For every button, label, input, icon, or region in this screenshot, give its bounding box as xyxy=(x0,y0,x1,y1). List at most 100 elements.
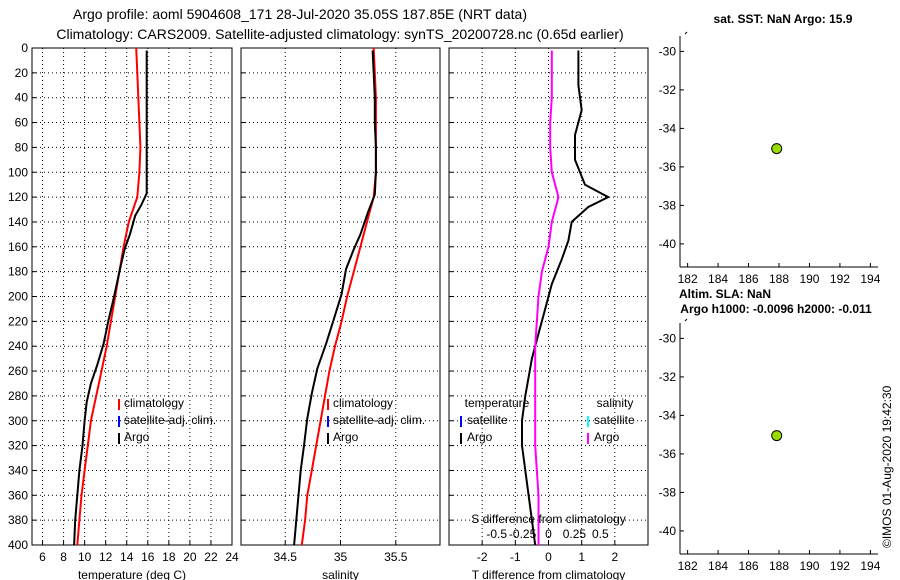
map_sst-xtick-label: 192 xyxy=(830,272,850,286)
temperature-xtick-label: 16 xyxy=(141,550,155,564)
difference-xtick-label: 0 xyxy=(545,550,552,564)
temperature-xtick-label: 6 xyxy=(39,550,46,564)
difference-top-xlabel: S difference from climatology xyxy=(471,512,626,526)
map_sst-corner-mark xyxy=(684,31,688,35)
temperature-xtick-label: 22 xyxy=(204,550,218,564)
salinity-legend-entry: satellite xyxy=(594,413,635,427)
temperature-legend-entry: Argo xyxy=(467,430,493,444)
salinity-xtick-label: 35 xyxy=(334,550,348,564)
map_sst-ytick-label: -38 xyxy=(659,198,677,212)
temperature-legend-entry: Argo xyxy=(124,430,150,444)
depth-tick-label: 340 xyxy=(8,463,28,477)
depth-tick-label: 0 xyxy=(21,41,28,55)
temperature-legend-entry: satellite xyxy=(467,413,508,427)
map_sla-xtick-label: 186 xyxy=(739,559,759,573)
map_sst-xtick-label: 190 xyxy=(799,272,819,286)
difference-series-0 xyxy=(521,50,611,546)
depth-tick-label: 360 xyxy=(8,488,28,502)
difference-xlabel: T difference from climatology xyxy=(472,568,626,580)
temperature-xtick-label: 10 xyxy=(78,550,92,564)
temperature-xtick-label: 8 xyxy=(60,550,67,564)
sst-map-title: sat. SST: NaN Argo: 15.9 xyxy=(714,12,853,26)
map_sla-corner-mark xyxy=(684,318,688,322)
title-line-1: Argo profile: aoml 5904608_171 28-Jul-20… xyxy=(73,6,527,22)
temperature-xtick-label: 20 xyxy=(183,550,197,564)
salinity-legend-title: salinity xyxy=(597,396,634,410)
depth-tick-label: 120 xyxy=(8,190,28,204)
map_sst-xtick-label: 184 xyxy=(708,272,728,286)
plots-layer: 6 8 10 12 14 16 18 20 22 240204060801001201401601… xyxy=(8,12,881,580)
temperature-series-0 xyxy=(76,47,142,546)
depth-tick-label: 240 xyxy=(8,339,28,353)
temperature-xtick-label: 18 xyxy=(162,550,176,564)
depth-tick-label: 60 xyxy=(15,116,29,130)
salinity-legend-entry: climatology xyxy=(333,396,393,410)
map_sla-ytick-label: -32 xyxy=(659,370,677,384)
temperature-legend-entry: satellite-adj. clim. xyxy=(124,413,216,427)
depth-tick-label: 280 xyxy=(8,389,28,403)
temperature-xlabel: temperature (deg C) xyxy=(78,568,186,580)
difference-top-xtick-label: -0.25 xyxy=(509,527,537,541)
salinity-legend-entry: Argo xyxy=(594,430,620,444)
map_sla-ytick-label: -38 xyxy=(659,485,677,499)
depth-tick-label: 140 xyxy=(8,215,28,229)
temperature-xtick-label: 14 xyxy=(120,550,134,564)
depth-tick-label: 20 xyxy=(15,66,29,80)
depth-tick-label: 200 xyxy=(8,290,28,304)
difference-top-xtick-label: 0 xyxy=(545,527,552,541)
depth-tick-label: 80 xyxy=(15,140,29,154)
difference-xtick-label: -2 xyxy=(477,550,488,564)
temperature-legend-entry: climatology xyxy=(124,396,184,410)
salinity-series-1 xyxy=(293,50,377,546)
temperature-xtick-label: 12 xyxy=(99,550,113,564)
depth-tick-label: 100 xyxy=(8,165,28,179)
title-line-2: Climatology: CARS2009. Satellite-adjuste… xyxy=(56,26,623,42)
temperature-series-1 xyxy=(73,50,148,546)
salinity-xtick-label: 34.5 xyxy=(274,550,298,564)
difference-top-xtick-label: 0.5 xyxy=(592,527,609,541)
map_sla-xtick-label: 192 xyxy=(830,559,850,573)
difference-top-xtick-label: 0.25 xyxy=(563,527,587,541)
map_sla-ytick-label: -34 xyxy=(659,408,677,422)
map_sst-xtick-label: 182 xyxy=(678,272,698,286)
map_sla-xtick-label: 194 xyxy=(860,559,880,573)
map_sla-xtick-label: 184 xyxy=(708,559,728,573)
map_sst-ytick-label: -36 xyxy=(659,160,677,174)
depth-tick-label: 380 xyxy=(8,513,28,527)
map_sla-ytick-label: -36 xyxy=(659,447,677,461)
difference-xtick-label: -1 xyxy=(510,550,521,564)
map_sla-ytick-label: -40 xyxy=(659,524,677,538)
map_sla-argo-marker xyxy=(771,430,783,442)
depth-tick-label: 180 xyxy=(8,265,28,279)
temperature-xtick-label: 24 xyxy=(225,550,239,564)
depth-tick-label: 400 xyxy=(8,538,28,552)
map_sst-xtick-label: 188 xyxy=(769,272,789,286)
map_sst-ytick-label: -32 xyxy=(659,83,677,97)
map_sst-argo-marker xyxy=(771,143,783,155)
map_sla-xtick-label: 190 xyxy=(799,559,819,573)
depth-tick-label: 220 xyxy=(8,314,28,328)
map_sst-ytick-label: -40 xyxy=(659,237,677,251)
sla-map-subtitle: Argo h1000: -0.0096 h2000: -0.011 xyxy=(680,302,872,316)
salinity-series-0 xyxy=(300,47,377,546)
temperature-legend-title: temperature xyxy=(465,396,530,410)
map_sla-xtick-label: 188 xyxy=(769,559,789,573)
difference-xtick-label: 1 xyxy=(578,550,585,564)
map_sst-ytick-label: -30 xyxy=(659,44,677,58)
salinity-legend-entry: Argo xyxy=(333,430,359,444)
salinity-xtick-label: 35.5 xyxy=(384,550,408,564)
map_sla-ytick-label: -30 xyxy=(659,331,677,345)
depth-tick-label: 320 xyxy=(8,439,28,453)
difference-top-xtick-label: -0.5 xyxy=(486,527,507,541)
footer-stamp: ©IMOS 01-Aug-2020 19:42:30 xyxy=(880,385,894,548)
sla-map-title: Altim. SLA: NaN xyxy=(679,287,771,301)
map_sst-xtick-label: 194 xyxy=(860,272,880,286)
depth-tick-label: 40 xyxy=(15,91,29,105)
map_sla-xtick-label: 182 xyxy=(678,559,698,573)
difference-xtick-label: 2 xyxy=(611,550,618,564)
map_sst-ytick-label: -34 xyxy=(659,121,677,135)
depth-tick-label: 160 xyxy=(8,240,28,254)
map_sst-xtick-label: 186 xyxy=(739,272,759,286)
salinity-legend-entry: satellite-adj. clim. xyxy=(333,413,425,427)
salinity-xlabel: salinity xyxy=(322,568,359,580)
